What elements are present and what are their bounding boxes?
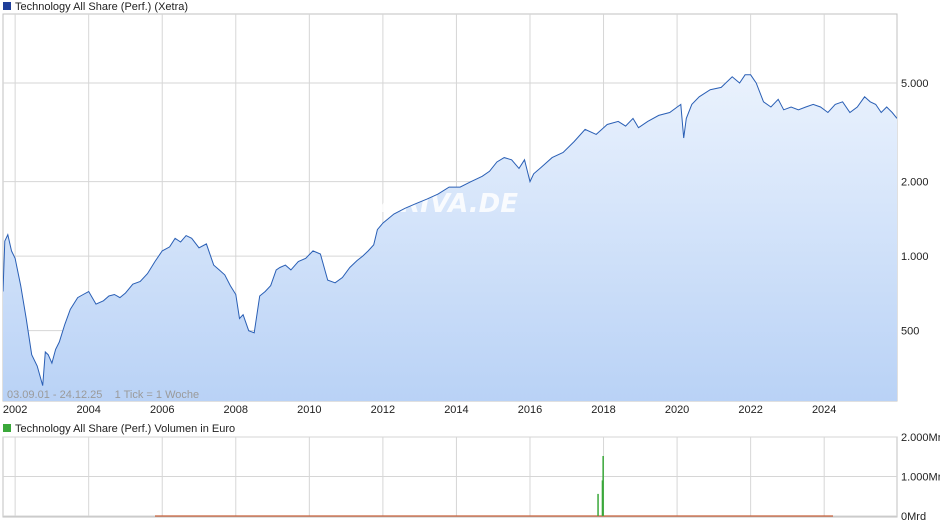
price-y-tick-label: 2.000 [901,177,929,189]
x-tick-label: 2014 [444,404,468,416]
volume-legend-label: Technology All Share (Perf.) Volumen in … [15,423,235,435]
volume-y-tick-label: 2.000Mrd [901,432,940,444]
x-tick-label: 2010 [297,404,321,416]
x-tick-label: 2006 [150,404,174,416]
watermark: ARIVA.DE [378,189,518,219]
volume-bar [602,456,604,516]
x-tick-label: 2012 [371,404,395,416]
x-tick-label: 2004 [76,404,100,416]
price-y-axis: 500 1.000 2.000 5.000 [901,78,929,338]
price-y-tick-label: 1.000 [901,251,929,263]
chart-info-label: 03.09.01 - 24.12.25 1 Tick = 1 Woche [7,389,199,401]
volume-bars [597,456,604,516]
x-tick-label: 2024 [812,404,836,416]
x-axis: 2002 2004 2006 2008 2010 2012 2014 2016 2018 2020… [3,404,837,416]
volume-legend-swatch [3,424,11,432]
price-legend-label: Technology All Share (Perf.) (Xetra) [15,1,188,13]
x-tick-label: 2020 [665,404,689,416]
x-tick-label: 2002 [3,404,27,416]
price-y-tick-label: 500 [901,326,919,338]
price-y-tick-label: 5.000 [901,78,929,90]
x-tick-label: 2018 [591,404,615,416]
x-tick-label: 2008 [224,404,248,416]
volume-y-tick-label: 0Mrd [901,511,926,523]
price-legend-swatch [3,2,11,10]
price-area [3,74,897,401]
volume-y-axis: 0Mrd 1.000Mrd 2.000Mrd [901,432,940,523]
volume-y-tick-label: 1.000Mrd [901,472,940,484]
x-tick-label: 2016 [518,404,542,416]
price-line [3,74,897,386]
volume-bar [597,493,599,516]
x-tick-label: 2022 [738,404,762,416]
